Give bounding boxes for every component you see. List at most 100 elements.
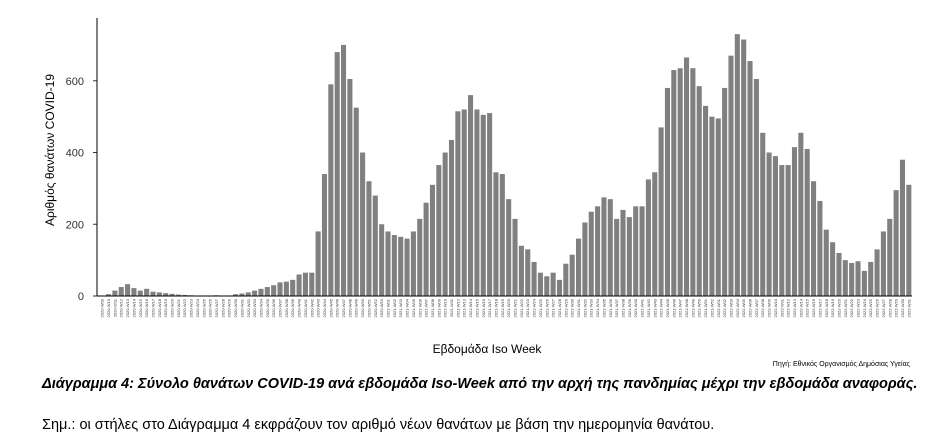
- x-tick-label: 2020-W49: [354, 298, 359, 317]
- bar: [461, 109, 467, 296]
- bar: [271, 285, 277, 296]
- x-tick-label: 2020-W52: [373, 298, 378, 317]
- bar: [595, 206, 601, 296]
- x-tick-label: 2020-W18: [157, 298, 162, 317]
- x-tick-label: 2022-W17: [817, 298, 822, 317]
- bar: [772, 156, 778, 296]
- x-tick-label: 2021-W40: [633, 298, 638, 317]
- bar: [734, 34, 740, 296]
- x-tick-label: 2021-W28: [557, 298, 562, 317]
- x-tick-label: 2020-W09: [100, 298, 105, 317]
- x-tick-label: 2021-W01: [385, 298, 390, 317]
- x-tick-label: 2022-W24: [862, 298, 867, 317]
- x-tick-label: 2020-W20: [170, 298, 175, 317]
- bar: [366, 181, 372, 296]
- x-tick-label: 2020-W32: [246, 298, 251, 317]
- x-tick-label: 2021-W49: [690, 298, 695, 317]
- bar: [671, 70, 677, 296]
- bar: [175, 294, 181, 296]
- source: Πηγή: Εθνικός Οργανισμός Δημόσιας Υγείας: [773, 360, 911, 368]
- x-tick-label: 2020-W28: [220, 298, 225, 317]
- bar: [747, 61, 753, 296]
- chart: Αριθμός θανάτων COVID-19 Εβδομάδα Iso We…: [43, 18, 912, 368]
- bar: [899, 159, 906, 296]
- bar: [518, 245, 524, 296]
- bar: [823, 229, 829, 296]
- x-tick-label: 2020-W50: [360, 298, 365, 317]
- x-tick-label: 2021-W35: [601, 298, 606, 317]
- x-tick-label: 2022-W27: [881, 298, 886, 317]
- x-tick-label: 2021-W44: [659, 298, 664, 317]
- bar: [766, 152, 772, 296]
- bar: [652, 172, 658, 296]
- bar: [531, 261, 537, 296]
- bar: [683, 57, 690, 296]
- x-tick-label: 2021-W10: [443, 298, 448, 317]
- x-tick-label: 2022-W16: [811, 298, 816, 317]
- x-tick-label: 2022-W06: [748, 298, 753, 317]
- bar: [487, 113, 493, 296]
- bar: [118, 287, 124, 296]
- bar: [112, 290, 118, 296]
- x-tick-label: 2020-W42: [309, 298, 314, 317]
- x-tick-label: 2020-W35: [265, 298, 270, 317]
- x-tick-label: 2021-W20: [506, 298, 511, 317]
- x-tick-label: 2021-W05: [411, 298, 416, 317]
- bar: [817, 200, 823, 296]
- x-tick-label: 2020-W21: [176, 298, 181, 317]
- x-tick-label: 2020-W22: [182, 298, 187, 317]
- bar: [709, 116, 715, 296]
- bar: [537, 272, 543, 296]
- bar: [436, 165, 442, 296]
- x-tick-label: 2020-W43: [316, 298, 321, 317]
- x-tick-label: 2021-W14: [468, 298, 473, 317]
- x-tick-label: 2021-W39: [627, 298, 632, 317]
- x-tick-label: 2021-W17: [487, 298, 492, 317]
- bar: [277, 282, 283, 296]
- x-tick-label: 2022-W02: [722, 298, 727, 317]
- x-tick-label: 2020-W47: [341, 298, 346, 317]
- x-tick-label: 2022-W05: [741, 298, 746, 317]
- bar: [893, 190, 899, 296]
- bar: [544, 276, 550, 296]
- bar: [290, 279, 296, 296]
- x-tick-label: 2021-W13: [462, 298, 467, 317]
- x-tick-label: 2021-W04: [405, 298, 410, 317]
- bar: [296, 274, 302, 296]
- x-tick-label: 2020-W44: [322, 298, 327, 317]
- bar: [836, 252, 842, 296]
- x-tick-label: 2020-W53: [379, 298, 384, 317]
- x-tick-label: 2021-W34: [595, 298, 600, 317]
- bar: [855, 261, 861, 296]
- x-tick-label: 2021-W15: [474, 298, 479, 317]
- x-tick-label: 2020-W39: [290, 298, 295, 317]
- bar: [512, 218, 518, 296]
- bar: [150, 291, 156, 296]
- bar: [163, 293, 169, 296]
- bar: [105, 294, 112, 296]
- x-tick-label: 2022-W29: [894, 298, 899, 317]
- x-tick-label: 2020-W17: [150, 298, 155, 317]
- x-tick-label: 2020-W11: [112, 298, 117, 317]
- caption: Διάγραμμα 4: Σύνολο θανάτων COVID-19 ανά…: [42, 376, 918, 392]
- x-tick-label: 2021-W29: [563, 298, 568, 317]
- x-tick-label: 2021-W09: [436, 298, 441, 317]
- x-tick-label: 2021-W50: [697, 298, 702, 317]
- x-tick-label: 2021-W11: [449, 298, 454, 317]
- bar: [633, 206, 639, 296]
- x-tick-label: 2020-W31: [239, 298, 244, 317]
- bar: [556, 279, 563, 296]
- x-tick-label: 2022-W09: [767, 298, 772, 317]
- bar: [811, 181, 817, 296]
- note: Σημ.: οι στήλες στο Διάγραμμα 4 εκφράζου…: [42, 417, 715, 433]
- y-tick-label: 200: [66, 219, 84, 231]
- bar: [753, 78, 759, 296]
- x-tick-label: 2020-W40: [297, 298, 302, 317]
- bar: [868, 261, 874, 296]
- x-tick-label: 2022-W13: [792, 298, 797, 317]
- bar: [804, 148, 810, 296]
- x-tick-label: 2021-W52: [709, 298, 714, 317]
- bar: [760, 132, 766, 296]
- x-tick-label: 2020-W46: [335, 298, 340, 317]
- y-axis-label: Αριθμός θανάτων COVID-19: [43, 74, 57, 226]
